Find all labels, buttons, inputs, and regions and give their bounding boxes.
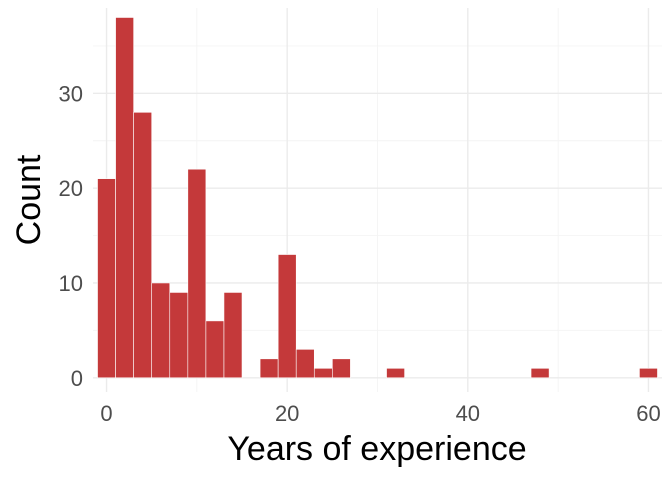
y-axis-title: Count <box>10 154 48 245</box>
histogram-bar <box>97 178 116 379</box>
histogram-bar <box>386 367 405 379</box>
histogram-bar <box>115 17 134 379</box>
x-tick-label: 40 <box>456 401 480 426</box>
histogram-bar <box>133 111 153 379</box>
bars <box>97 17 658 379</box>
histogram-bar <box>639 367 658 379</box>
histogram-bar <box>313 367 333 379</box>
histogram-bar <box>223 292 243 379</box>
y-tick-labels: 0 10 20 30 <box>59 81 83 390</box>
y-tick-label: 30 <box>59 81 83 106</box>
x-tick-label: 20 <box>275 401 299 426</box>
histogram-bar <box>259 358 279 379</box>
x-tick-label: 60 <box>636 401 660 426</box>
y-tick-label: 10 <box>59 271 83 296</box>
x-tick-labels: 0 20 40 60 <box>100 401 660 426</box>
histogram-bar <box>187 168 207 379</box>
histogram-bar <box>277 254 297 379</box>
histogram-bar <box>530 367 550 379</box>
histogram-bar <box>151 282 171 379</box>
histogram-bar <box>169 292 189 379</box>
y-tick-label: 20 <box>59 176 83 201</box>
x-axis-title: Years of experience <box>227 430 526 468</box>
x-tick-label: 0 <box>100 401 112 426</box>
y-tick-label: 0 <box>71 366 83 391</box>
histogram-bar <box>205 320 225 379</box>
histogram-bar <box>332 358 351 379</box>
histogram-bar <box>295 349 315 379</box>
